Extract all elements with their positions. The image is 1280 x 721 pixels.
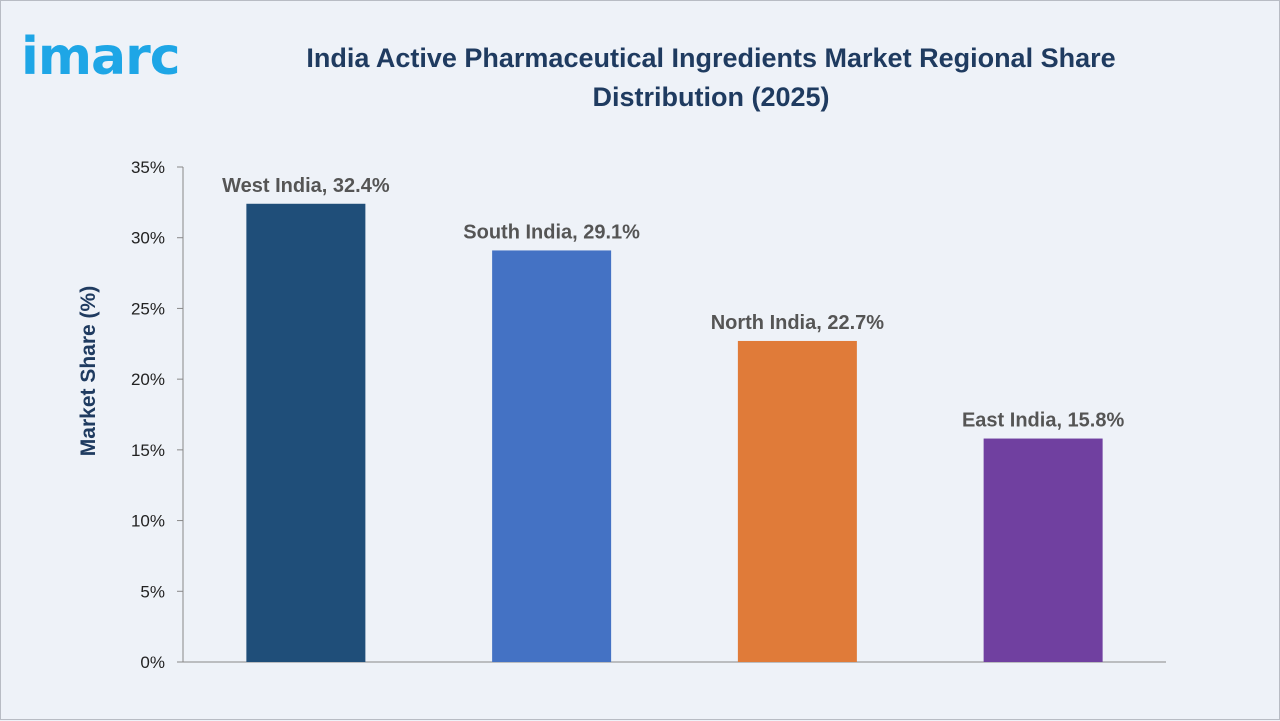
data-label: West India, 32.4% [222,175,390,197]
imarc-logo: imarc [21,27,181,87]
bar-east-india [983,438,1103,662]
y-tick-label: 15% [131,441,165,460]
data-label: East India, 15.8% [962,410,1125,432]
y-tick-label: 10% [131,512,165,531]
bar-south-india [492,250,612,662]
chart-title: India Active Pharmaceutical Ingredients … [306,43,1116,112]
data-label: South India, 29.1% [463,221,640,243]
y-tick-label: 20% [131,370,165,389]
y-tick-label: 30% [131,229,165,248]
data-label: North India, 22.7% [711,312,885,334]
y-tick-label: 35% [131,158,165,177]
bar-north-india [737,340,857,662]
y-tick-label: 5% [140,582,165,601]
bar-west-india [246,203,366,662]
y-tick-label: 0% [140,653,165,672]
y-tick-label: 25% [131,299,165,318]
